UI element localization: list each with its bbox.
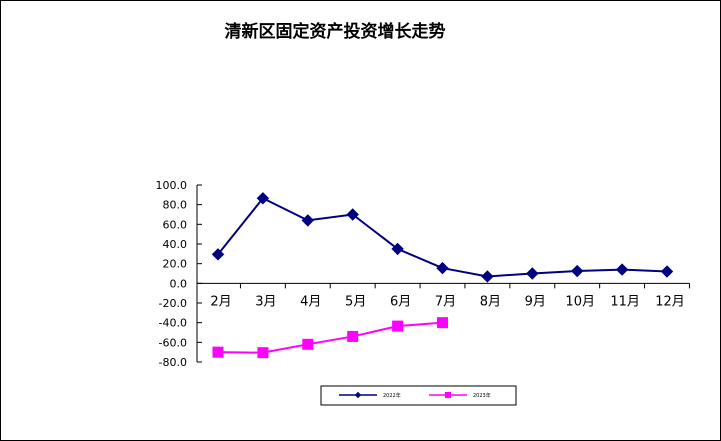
data-point <box>437 317 448 329</box>
data-point <box>570 264 584 278</box>
data-point <box>346 208 359 221</box>
data-point <box>436 261 449 275</box>
y-tick-label: 0.0 <box>170 277 188 290</box>
data-point <box>211 248 225 261</box>
data-point <box>392 320 404 332</box>
data-point <box>302 338 314 350</box>
data-point <box>481 270 494 283</box>
y-tick-label: 40.0 <box>163 238 188 251</box>
chart-title: 清新区固定资产投资增长走势 <box>224 22 446 42</box>
data-point <box>256 192 270 205</box>
legend-label: 2022年 <box>383 392 401 399</box>
chart-axes: 100.0 80.0 60.0 40.0 20.0 0.0 -20.0 -40.0 -60.0 -… <box>156 179 690 369</box>
data-point <box>660 265 674 278</box>
y-tick-label: -80.0 <box>159 356 187 369</box>
series-1 <box>211 192 674 283</box>
y-tick-label: -40.0 <box>159 317 187 330</box>
y-tick-label: 20.0 <box>163 258 188 271</box>
data-point <box>615 263 629 276</box>
data-point <box>212 346 224 358</box>
x-tick-label: 11月 <box>610 294 640 309</box>
legend-box <box>320 385 517 406</box>
data-point <box>445 392 451 398</box>
y-tick-label: 100.0 <box>156 179 188 192</box>
x-tick-label: 5月 <box>345 294 366 309</box>
chart-series <box>211 192 674 359</box>
y-tick-label: 80.0 <box>163 199 188 212</box>
series-2 <box>212 317 448 359</box>
data-point <box>301 214 315 227</box>
y-tick-label: -60.0 <box>159 336 187 349</box>
x-tick-label: 4月 <box>300 294 321 309</box>
legend-label: 2023年 <box>473 392 491 399</box>
x-tick-label: 12月 <box>655 294 685 309</box>
x-tick-label: 6月 <box>390 294 411 309</box>
series-line <box>217 321 443 354</box>
x-tick-label: 7月 <box>435 294 456 309</box>
y-tick-label: 60.0 <box>163 218 188 231</box>
data-point <box>347 330 359 342</box>
chart-legend: 2022年 2023年 <box>320 385 517 406</box>
x-tick-label: 10月 <box>565 294 595 309</box>
x-tick-label: 9月 <box>525 294 546 309</box>
x-tick-label: 3月 <box>255 294 276 309</box>
x-tick-label: 2月 <box>210 294 231 309</box>
data-point <box>391 242 404 256</box>
data-point <box>257 347 269 359</box>
data-point <box>354 391 362 399</box>
y-tick-label: -20.0 <box>159 297 187 310</box>
x-tick-label: 8月 <box>480 294 501 309</box>
data-point <box>526 267 539 280</box>
